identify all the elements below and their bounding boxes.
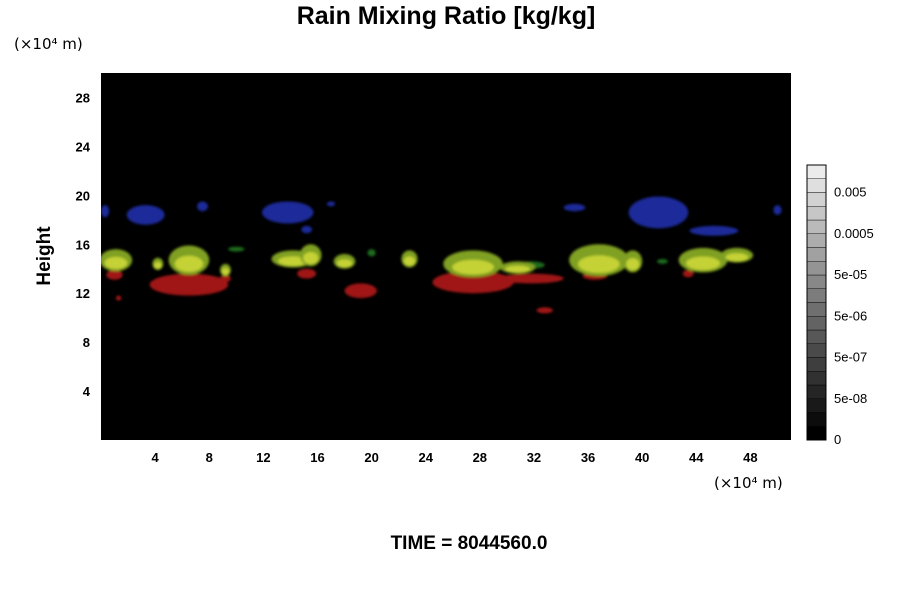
feature-green-10: [228, 246, 245, 252]
y-tick-label: 8: [83, 335, 90, 350]
colorbar-level: [806, 164, 827, 179]
colorbar-level: [806, 412, 827, 427]
feature-red-23: [682, 269, 694, 278]
feature-highlight-25: [104, 256, 128, 269]
feature-highlight-31: [336, 259, 353, 268]
colorbar-tick-label: 5e-08: [834, 391, 867, 406]
feature-red-20: [498, 273, 564, 284]
feature-red-15: [149, 273, 229, 296]
feature-highlight-37: [686, 256, 721, 270]
y-tick-label: 16: [76, 237, 90, 252]
chart-title: Rain Mixing Ratio [kg/kg]: [297, 2, 596, 30]
colorbar-tick-label: 0: [834, 432, 841, 447]
y-unit-label: (×10⁴ m): [14, 35, 83, 53]
x-tick-label: 12: [256, 450, 270, 465]
x-tick-label: 32: [527, 450, 541, 465]
colorbar-level: [806, 233, 827, 248]
y-tick-label: 4: [83, 384, 91, 399]
colorbar-frame: [806, 164, 827, 441]
x-tick-label: 24: [418, 450, 433, 465]
colorbar-level: [806, 371, 827, 386]
feature-blue-8: [689, 225, 739, 236]
feature-green-11: [367, 249, 376, 257]
feature-red-14: [106, 269, 123, 280]
feature-blue-3: [262, 201, 314, 224]
feature-highlight-28: [221, 268, 230, 275]
colorbar-tick-label: 0.005: [834, 185, 867, 200]
colorbar-level: [806, 274, 827, 289]
feature-blue-0: [101, 205, 110, 218]
y-tick-label: 28: [76, 90, 90, 105]
colorbar-level: [806, 426, 827, 441]
feature-red-24: [115, 295, 122, 301]
colorbar-level: [806, 288, 827, 303]
x-tick-label: 44: [689, 450, 704, 465]
y-tick-label: 20: [76, 188, 90, 203]
data-features: [101, 196, 782, 314]
feature-highlight-27: [174, 255, 204, 272]
feature-red-16: [220, 274, 231, 283]
x-tick-label: 20: [364, 450, 378, 465]
feature-highlight-30: [303, 251, 319, 265]
colorbar-level: [806, 329, 827, 344]
feature-blue-4: [301, 225, 313, 234]
feature-highlight-35: [578, 255, 620, 273]
feature-red-19: [432, 271, 514, 294]
colorbar-tick-labels: 0 5e-08 5e-07 5e-06 5e-05 0.0005 0.005: [834, 185, 874, 448]
colorbar-level: [806, 178, 827, 193]
feature-blue-5: [326, 201, 336, 207]
x-tick-label: 8: [206, 450, 213, 465]
colorbar-level: [806, 357, 827, 372]
x-tick-label: 16: [310, 450, 324, 465]
x-tick-label: 28: [473, 450, 487, 465]
feature-highlight-32: [403, 256, 416, 266]
colorbar-level: [806, 247, 827, 262]
colorbar-level: [806, 219, 827, 234]
x-unit-label: (×10⁴ m): [714, 474, 783, 492]
feature-blue-1: [126, 205, 165, 225]
y-tick-labels: 4 8 12 16 20 24 28: [76, 90, 91, 399]
feature-blue-9: [773, 205, 782, 215]
colorbar: [806, 164, 827, 441]
colorbar-tick-label: 5e-06: [834, 308, 867, 323]
feature-highlight-26: [154, 262, 162, 269]
colorbar-level: [806, 192, 827, 207]
colorbar-level: [806, 343, 827, 358]
feature-blue-2: [197, 201, 208, 212]
feature-blue-6: [563, 203, 586, 212]
colorbar-level: [806, 384, 827, 399]
y-axis-label: Height: [34, 226, 55, 286]
y-tick-label: 24: [76, 139, 91, 154]
feature-red-21: [536, 307, 553, 314]
time-label: TIME = 8044560.0: [391, 533, 548, 554]
feature-highlight-38: [725, 253, 749, 262]
x-tick-label: 40: [635, 450, 649, 465]
colorbar-tick-label: 5e-05: [834, 267, 867, 282]
x-tick-label: 36: [581, 450, 595, 465]
feature-highlight-36: [626, 258, 640, 271]
feature-blue-7: [628, 196, 689, 229]
colorbar-level: [806, 261, 827, 276]
colorbar-tick-label: 0.0005: [834, 226, 874, 241]
x-tick-labels: 4 8 12 16 20 24 28 32 36 40 44 48: [152, 450, 758, 465]
feature-green-13: [657, 258, 668, 264]
x-tick-label: 4: [152, 450, 160, 465]
colorbar-level: [806, 316, 827, 331]
colorbar-tick-label: 5e-07: [834, 350, 867, 365]
plot-area: [101, 73, 791, 440]
colorbar-level: [806, 302, 827, 317]
x-tick-label: 48: [743, 450, 757, 465]
y-tick-label: 12: [76, 286, 90, 301]
feature-highlight-34: [505, 265, 531, 273]
feature-red-18: [344, 283, 377, 299]
colorbar-level: [806, 398, 827, 413]
feature-red-17: [297, 268, 317, 279]
colorbar-level: [806, 206, 827, 221]
feature-highlight-33: [452, 259, 494, 275]
